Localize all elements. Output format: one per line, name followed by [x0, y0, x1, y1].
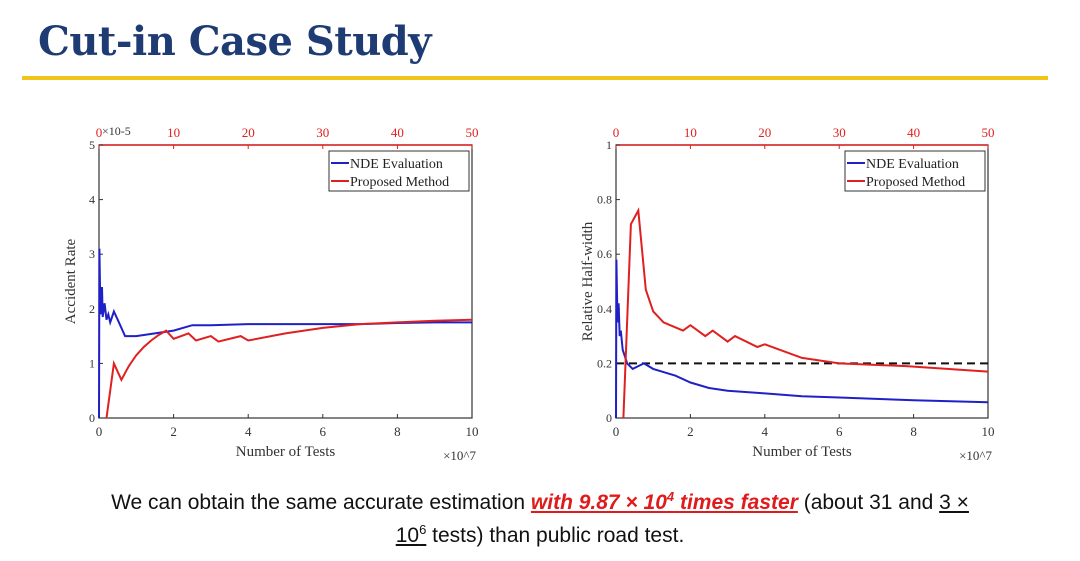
- y-tick-label: 4: [89, 193, 95, 207]
- top-tick-label: 10: [167, 125, 180, 140]
- y-tick-label: 0.6: [597, 247, 612, 261]
- top-tick-label: 0: [613, 125, 620, 140]
- legend-label: Proposed Method: [866, 175, 965, 190]
- series-line-nde: [98, 248, 472, 419]
- x-multiplier: ×10^7: [959, 448, 992, 463]
- legend-label: NDE Evaluation: [866, 157, 959, 172]
- x-tick-label: 6: [320, 424, 327, 439]
- highlight-base: with 9.87 × 10: [530, 491, 667, 514]
- x-tick-label: 2: [170, 424, 177, 439]
- y-axis-label: Accident Rate: [63, 238, 79, 324]
- series-line-nde: [615, 259, 989, 419]
- top-tick-label: 30: [316, 125, 329, 140]
- caption-text: We can obtain the same accurate estimati…: [111, 491, 531, 514]
- y-tick-label: 2: [89, 302, 95, 316]
- x-tick-label: 4: [245, 424, 252, 439]
- slide-title: Cut-in Case Study: [38, 18, 432, 65]
- caption-underlined: 3 ×: [939, 491, 969, 514]
- caption-line-1: We can obtain the same accurate estimati…: [0, 489, 1080, 515]
- top-tick-label: 20: [242, 125, 255, 140]
- series-line-proposed: [622, 207, 989, 419]
- caption-text: (about 31 and: [797, 491, 940, 514]
- title-divider: [22, 76, 1048, 80]
- legend-label: NDE Evaluation: [350, 157, 443, 172]
- y-tick-label: 0: [89, 411, 95, 425]
- y-tick-label: 1: [606, 138, 612, 152]
- top-tick-label: 50: [982, 125, 995, 140]
- y-tick-label: 0.2: [597, 356, 612, 370]
- y-tick-label: 3: [89, 247, 95, 261]
- series-line-proposed: [105, 318, 473, 419]
- caption-power: 106: [395, 522, 427, 547]
- y-tick-label: 1: [89, 356, 95, 370]
- highlight-exponent: 4: [666, 489, 675, 504]
- y-tick-label: 0: [606, 411, 612, 425]
- x-tick-label: 10: [466, 424, 479, 439]
- power-base: 10: [395, 524, 420, 547]
- top-tick-label: 20: [758, 125, 771, 140]
- highlight-rest: times faster: [674, 491, 798, 514]
- x-tick-label: 6: [836, 424, 843, 439]
- y-tick-label: 5: [89, 138, 95, 152]
- y-tick-label: 0.4: [597, 302, 612, 316]
- y-axis-label: Relative Half-width: [580, 221, 596, 341]
- caption-highlight: with 9.87 × 104 times faster: [530, 489, 798, 514]
- x-tick-label: 0: [96, 424, 103, 439]
- top-tick-label: 30: [833, 125, 846, 140]
- caption-line-2: 106 tests) than public road test.: [0, 522, 1080, 548]
- power-exponent: 6: [419, 522, 427, 537]
- x-axis-label: Number of Tests: [236, 444, 336, 460]
- top-tick-label: 40: [907, 125, 920, 140]
- top-tick-label: 0: [96, 125, 103, 140]
- legend-label: Proposed Method: [350, 175, 449, 190]
- y-multiplier: ×10-5: [102, 124, 131, 138]
- x-tick-label: 10: [982, 424, 995, 439]
- x-tick-label: 2: [687, 424, 694, 439]
- top-tick-label: 10: [684, 125, 697, 140]
- x-tick-label: 8: [394, 424, 401, 439]
- top-tick-label: 40: [391, 125, 404, 140]
- x-tick-label: 0: [613, 424, 620, 439]
- x-tick-label: 8: [910, 424, 917, 439]
- legend: [328, 150, 470, 192]
- x-axis-label: Number of Tests: [752, 444, 852, 460]
- top-tick-label: 50: [466, 125, 479, 140]
- caption-text: tests) than public road test.: [426, 524, 685, 547]
- legend: [844, 150, 986, 192]
- x-multiplier: ×10^7: [443, 448, 476, 463]
- x-tick-label: 4: [762, 424, 769, 439]
- y-tick-label: 0.8: [597, 193, 612, 207]
